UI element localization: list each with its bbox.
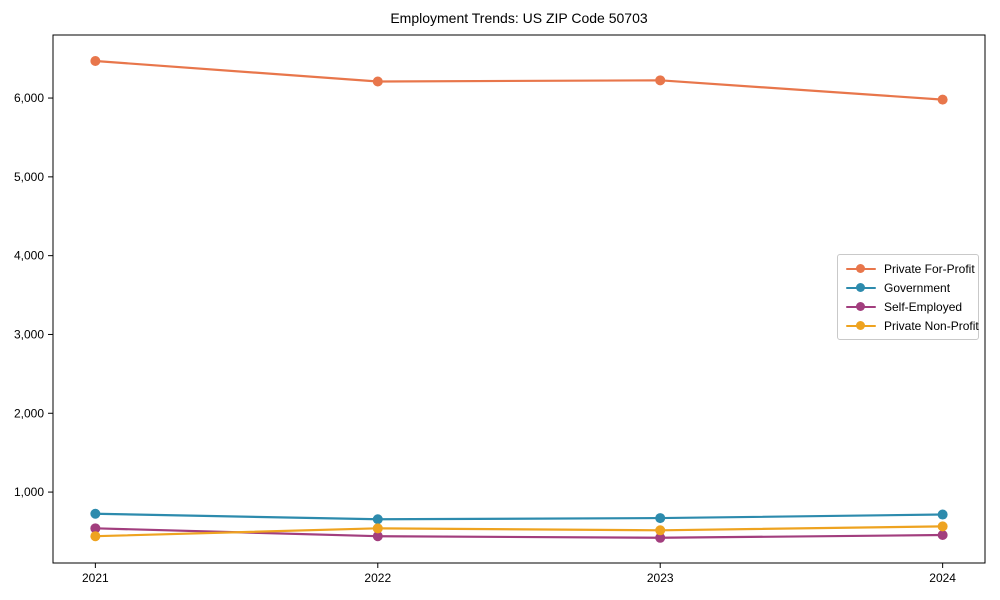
data-point-government [90,508,101,519]
data-point-private-for-profit [937,94,948,105]
data-point-private-for-profit [655,75,666,86]
x-tick-label: 2023 [647,571,674,585]
y-tick-label: 1,000 [14,485,44,499]
series-line-government [95,512,943,521]
legend-marker-icon [846,301,876,312]
data-point-private-for-profit [372,76,383,87]
legend-label: Government [884,280,951,295]
legend-item-private-non-profit: Private Non-Profit [846,316,979,335]
y-tick-label: 6,000 [14,91,44,105]
legend-label: Private Non-Profit [884,318,979,333]
x-tick-label: 2024 [929,571,956,585]
data-point-self-employed [655,532,666,543]
data-point-private-for-profit [90,56,101,67]
legend: Private For-Profit Government Self-Employe… [837,254,979,340]
legend-item-government: Government [846,278,972,297]
data-point-government [937,509,948,520]
data-point-private-non-profit [90,531,101,542]
legend-item-private-for-profit: Private For-Profit [846,259,975,278]
legend-label: Private For-Profit [884,261,975,276]
data-point-private-non-profit [937,521,948,532]
legend-marker-icon [846,263,876,274]
y-tick-label: 3,000 [14,327,44,341]
data-point-self-employed [937,530,948,541]
data-point-private-non-profit [655,525,666,536]
series-line-private-non-profit [95,525,943,538]
legend-marker-icon [846,320,876,331]
legend-label: Self-Employed [884,299,963,314]
x-tick-label: 2021 [82,571,109,585]
data-point-private-non-profit [372,523,383,534]
legend-marker-icon [846,282,876,293]
data-point-self-employed [372,531,383,542]
data-point-government [655,513,666,524]
legend-item-self-employed: Self-Employed [846,297,972,316]
series-line-private-for-profit [95,59,943,101]
y-tick-label: 2,000 [14,406,44,420]
y-tick-label: 5,000 [14,170,44,184]
x-tick-label: 2022 [364,571,391,585]
data-point-self-employed [90,523,101,534]
y-tick-label: 4,000 [14,249,44,263]
plot-border [52,34,986,564]
chart-title: Employment Trends: US ZIP Code 50703 [390,10,648,26]
data-point-government [372,514,383,525]
